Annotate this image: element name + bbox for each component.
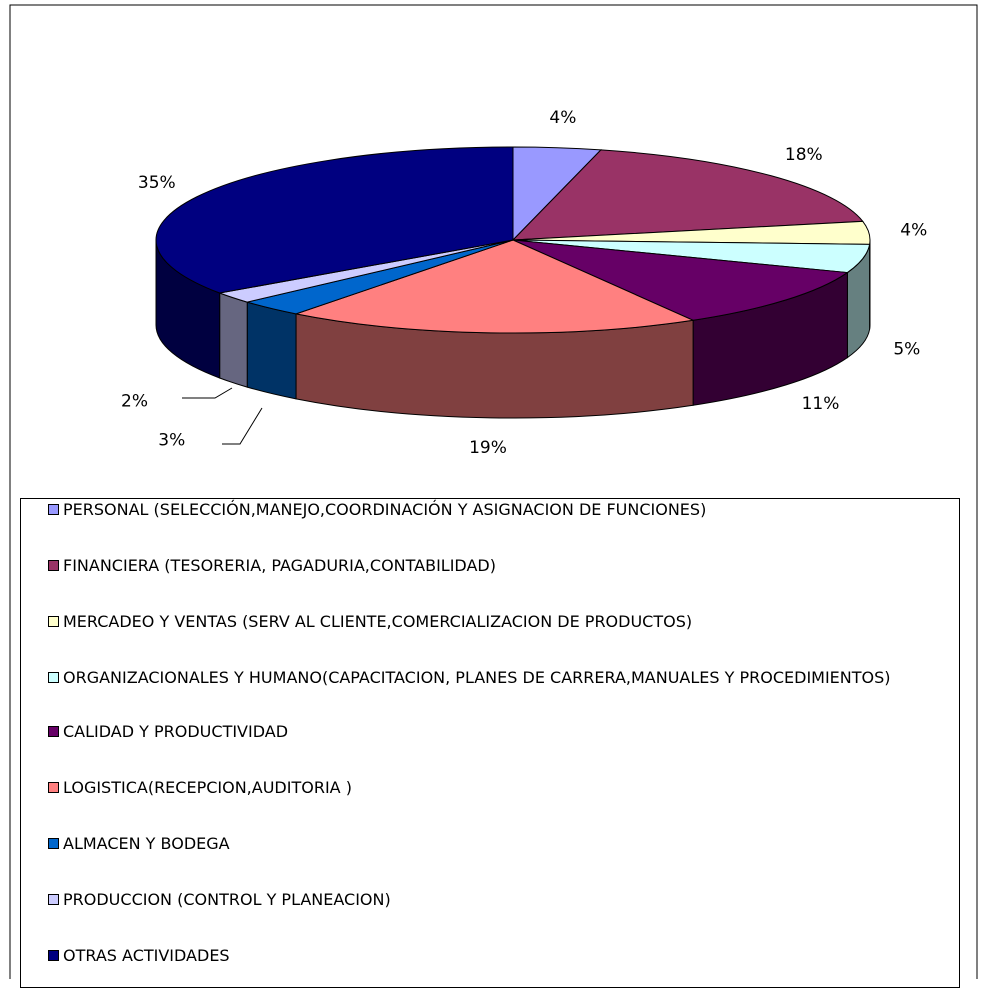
- legend-label: ALMACEN Y BODEGA: [63, 833, 948, 855]
- data-label: 4%: [900, 220, 927, 240]
- legend-swatch: [48, 838, 59, 849]
- legend-swatch: [48, 672, 59, 683]
- data-label: 2%: [121, 391, 148, 411]
- legend-label: LOGISTICA(RECEPCION,AUDITORIA ): [63, 777, 948, 799]
- legend-label: PERSONAL (SELECCIÓN,MANEJO,COORDINACIÓN …: [63, 499, 948, 521]
- legend-swatch: [48, 782, 59, 793]
- legend-swatch: [48, 616, 59, 627]
- pie: [156, 147, 870, 418]
- legend-entry: CALIDAD Y PRODUCTIVIDAD: [48, 721, 948, 743]
- pie-wall: [220, 293, 248, 387]
- data-label: 18%: [785, 145, 823, 165]
- data-label: 35%: [138, 173, 176, 193]
- legend-label: PRODUCCION (CONTROL Y PLANEACION): [63, 889, 948, 911]
- legend-swatch: [48, 894, 59, 905]
- data-label: 5%: [893, 340, 920, 360]
- legend-entry: FINANCIERA (TESORERIA, PAGADURIA,CONTABI…: [48, 555, 948, 577]
- legend-entry: OTRAS ACTIVIDADES: [48, 945, 948, 967]
- legend-swatch: [48, 726, 59, 737]
- legend: PERSONAL (SELECCIÓN,MANEJO,COORDINACIÓN …: [20, 498, 960, 988]
- legend-swatch: [48, 504, 59, 515]
- legend-swatch: [48, 950, 59, 961]
- legend-label: OTRAS ACTIVIDADES: [63, 945, 948, 967]
- legend-entry: PERSONAL (SELECCIÓN,MANEJO,COORDINACIÓN …: [48, 499, 948, 521]
- legend-entry: MERCADEO Y VENTAS (SERV AL CLIENTE,COMER…: [48, 611, 948, 633]
- data-label: 11%: [802, 394, 840, 414]
- legend-swatch: [48, 560, 59, 571]
- data-label: 3%: [158, 430, 185, 450]
- legend-label: CALIDAD Y PRODUCTIVIDAD: [63, 721, 948, 743]
- legend-entry: LOGISTICA(RECEPCION,AUDITORIA ): [48, 777, 948, 799]
- data-label: 19%: [469, 438, 507, 458]
- legend-label: MERCADEO Y VENTAS (SERV AL CLIENTE,COMER…: [63, 611, 948, 633]
- legend-label: FINANCIERA (TESORERIA, PAGADURIA,CONTABI…: [63, 555, 948, 577]
- data-label: 4%: [549, 108, 576, 128]
- pie-wall: [247, 302, 296, 399]
- legend-entry: PRODUCCION (CONTROL Y PLANEACION): [48, 889, 948, 911]
- legend-entry: ALMACEN Y BODEGA: [48, 833, 948, 855]
- legend-label: ORGANIZACIONALES Y HUMANO(CAPACITACION, …: [63, 667, 948, 689]
- legend-entry: ORGANIZACIONALES Y HUMANO(CAPACITACION, …: [48, 667, 948, 689]
